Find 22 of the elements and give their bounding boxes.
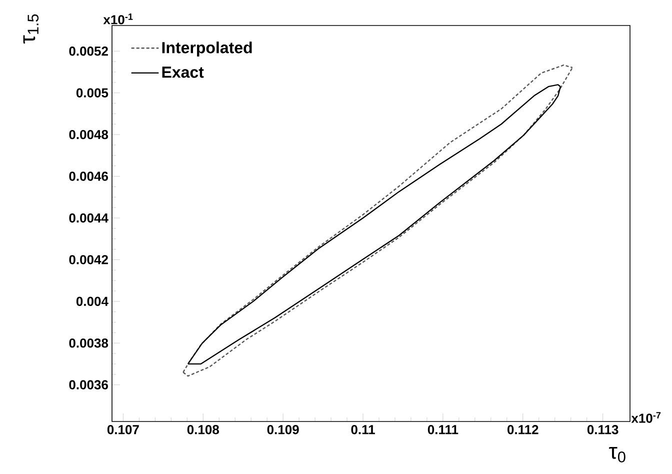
y-tick-label: 0.0052 [69, 46, 108, 56]
x-tick-label: 0.11 [351, 425, 375, 434]
y-tick-label: 0.004 [76, 296, 108, 306]
y-tick-label: 0.0046 [69, 172, 108, 181]
legend-label: Interpolated [162, 42, 252, 56]
x-tick-label: 0.113 [587, 425, 618, 434]
text: x10$^{-7}$ [631, 412, 661, 423]
y-tick-label: 0.005 [76, 88, 108, 98]
x-tick-label: 0.112 [507, 425, 538, 434]
y-tick-label: 0.0042 [69, 255, 108, 264]
y-axis-title: τ$_{1.5}$ [23, 14, 39, 44]
text: x10$^{-1}$ [103, 14, 133, 24]
y-tick-label: 0.0038 [69, 338, 108, 348]
x-tick-label: 0.111 [428, 425, 458, 434]
legend-label: Exact [162, 66, 204, 78]
x-axis-title: τ$_{0}$ [609, 447, 626, 462]
x-tick-label: 0.109 [267, 425, 299, 434]
x-tick-label: 0.107 [107, 425, 139, 434]
x-tick-label: 0.108 [187, 425, 219, 434]
y-tick-label: 0.0048 [69, 130, 108, 140]
y-tick-label: 0.0036 [69, 380, 108, 390]
y-tick-label: 0.0044 [69, 213, 108, 223]
